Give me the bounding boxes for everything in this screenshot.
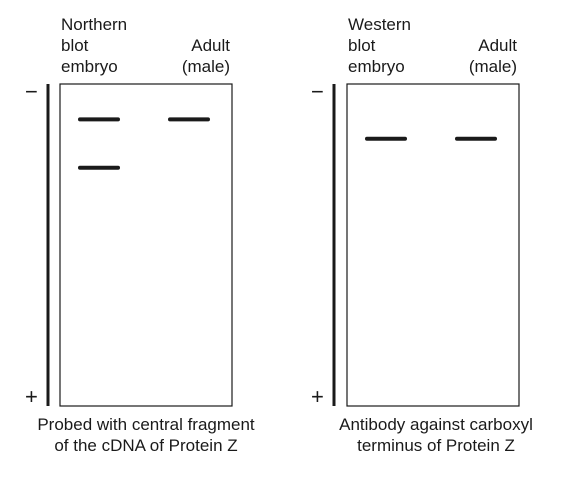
northern-bands	[78, 117, 210, 170]
western-panel	[332, 83, 520, 407]
northern-minus-sign: −	[25, 79, 38, 104]
western-caption: Antibody against carboxyl terminus of Pr…	[339, 415, 533, 455]
northern-lane-label-adult: Adult (male)	[181, 36, 230, 76]
northern-gel-frame	[59, 83, 233, 407]
western-plus-sign: +	[311, 384, 324, 409]
western-gel-frame	[346, 83, 520, 407]
northern-panel	[46, 83, 233, 407]
western-minus-sign: −	[311, 79, 324, 104]
western-lane-label-embryo: embryo	[348, 57, 405, 76]
northern-lane-label-embryo: embryo	[61, 57, 118, 76]
northern-title: Northern blot	[61, 15, 128, 55]
northern-caption: Probed with central fragment of the cDNA…	[37, 415, 255, 455]
northern-plus-sign: +	[25, 384, 38, 409]
western-lane-label-adult: Adult (male)	[468, 36, 517, 76]
western-title: Western blot	[348, 15, 411, 55]
